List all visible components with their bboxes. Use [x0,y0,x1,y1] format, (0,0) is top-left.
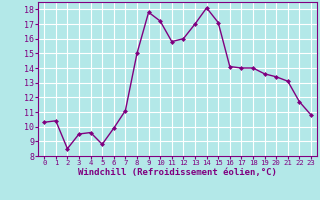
X-axis label: Windchill (Refroidissement éolien,°C): Windchill (Refroidissement éolien,°C) [78,168,277,177]
